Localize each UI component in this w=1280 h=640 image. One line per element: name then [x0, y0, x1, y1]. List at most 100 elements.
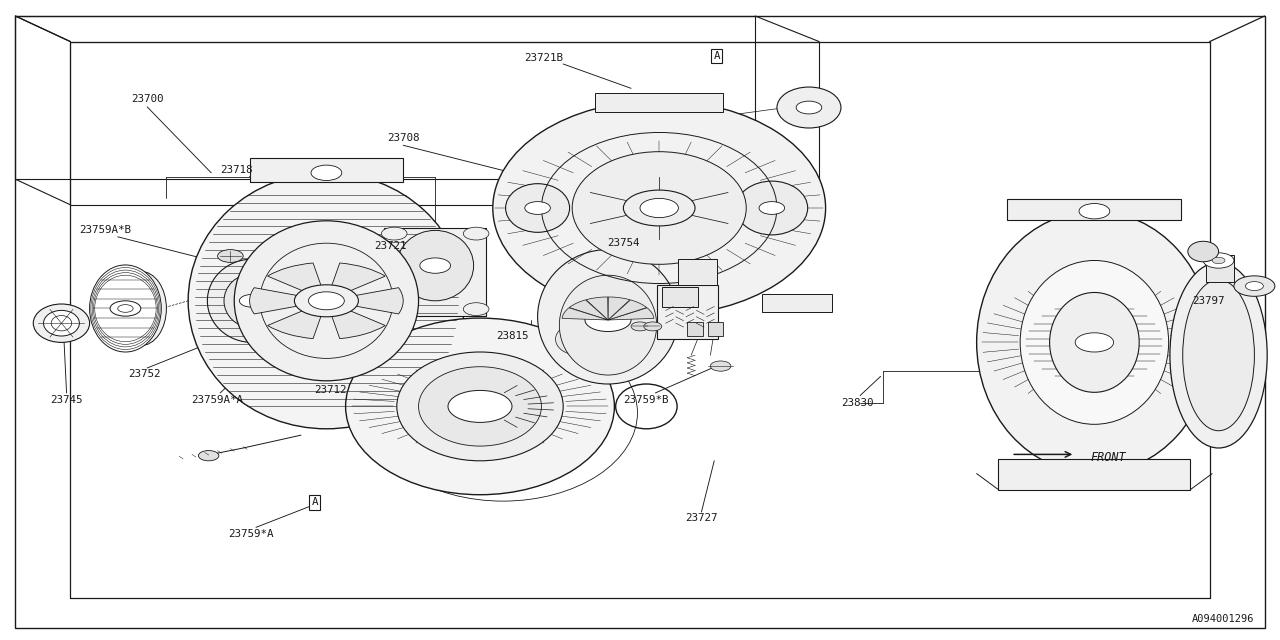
Bar	[998, 459, 1190, 490]
Text: 23721B: 23721B	[525, 52, 563, 63]
Text: A094001296: A094001296	[1192, 614, 1254, 624]
Text: 23797: 23797	[1192, 296, 1225, 306]
Circle shape	[448, 390, 512, 422]
Ellipse shape	[777, 87, 841, 128]
Text: 23745: 23745	[50, 395, 83, 405]
Text: A: A	[311, 497, 319, 508]
Bar	[403, 400, 484, 429]
Circle shape	[1075, 333, 1114, 352]
Ellipse shape	[736, 181, 808, 235]
Text: A: A	[713, 51, 721, 61]
Text: 23759A*A: 23759A*A	[192, 395, 243, 405]
Circle shape	[110, 301, 141, 316]
Circle shape	[623, 190, 695, 226]
Circle shape	[710, 361, 731, 371]
Text: FRONT: FRONT	[1091, 451, 1126, 464]
Circle shape	[218, 250, 243, 262]
Bar	[595, 93, 723, 112]
Text: 23759*A: 23759*A	[228, 529, 274, 540]
Ellipse shape	[346, 318, 614, 495]
Ellipse shape	[1020, 260, 1169, 424]
Wedge shape	[268, 263, 326, 301]
Ellipse shape	[579, 288, 625, 320]
Ellipse shape	[493, 100, 826, 316]
Ellipse shape	[562, 298, 608, 330]
Ellipse shape	[419, 367, 541, 446]
Text: 23830: 23830	[841, 398, 874, 408]
Circle shape	[644, 322, 662, 331]
Text: 23708: 23708	[387, 132, 420, 143]
Ellipse shape	[188, 173, 465, 429]
Wedge shape	[608, 300, 646, 320]
Ellipse shape	[602, 323, 648, 355]
Circle shape	[294, 285, 358, 317]
Circle shape	[525, 202, 550, 214]
Ellipse shape	[397, 352, 563, 461]
Bar	[678, 259, 717, 285]
Text: 23754: 23754	[607, 238, 640, 248]
Ellipse shape	[556, 323, 602, 355]
Circle shape	[419, 408, 444, 421]
Circle shape	[198, 451, 219, 461]
Bar	[384, 228, 486, 316]
Ellipse shape	[51, 316, 72, 331]
Bar	[250, 158, 403, 182]
Circle shape	[1234, 276, 1275, 296]
Circle shape	[759, 202, 785, 214]
Wedge shape	[268, 301, 326, 339]
Bar	[687, 322, 703, 336]
Circle shape	[640, 198, 678, 218]
Bar	[1206, 255, 1234, 282]
Ellipse shape	[90, 265, 161, 352]
Text: 23815: 23815	[495, 331, 529, 341]
Circle shape	[585, 308, 631, 332]
Bar	[657, 285, 718, 339]
Circle shape	[796, 101, 822, 114]
Ellipse shape	[44, 310, 79, 336]
Text: 23700: 23700	[131, 94, 164, 104]
Text: 23721: 23721	[374, 241, 407, 252]
Circle shape	[463, 303, 489, 316]
Circle shape	[239, 294, 265, 307]
Ellipse shape	[1188, 241, 1219, 262]
Ellipse shape	[1170, 262, 1267, 448]
Ellipse shape	[234, 221, 419, 381]
Ellipse shape	[115, 271, 166, 346]
Bar	[662, 287, 698, 307]
Circle shape	[1203, 253, 1234, 268]
Circle shape	[308, 292, 344, 310]
Wedge shape	[326, 287, 403, 314]
Ellipse shape	[977, 211, 1212, 474]
Ellipse shape	[33, 304, 90, 342]
Wedge shape	[570, 300, 608, 320]
Text: 23759A*B: 23759A*B	[79, 225, 131, 236]
Circle shape	[381, 303, 407, 316]
Wedge shape	[250, 287, 326, 314]
Bar	[708, 322, 723, 336]
Ellipse shape	[1183, 280, 1254, 431]
Circle shape	[381, 227, 407, 240]
Ellipse shape	[572, 152, 746, 264]
Circle shape	[311, 165, 342, 180]
Wedge shape	[586, 297, 608, 320]
Ellipse shape	[559, 275, 657, 375]
Ellipse shape	[397, 230, 474, 301]
Wedge shape	[326, 301, 385, 339]
Ellipse shape	[224, 274, 280, 328]
Ellipse shape	[1050, 292, 1139, 392]
Circle shape	[1212, 257, 1225, 264]
Bar	[1007, 199, 1181, 220]
Text: 23727: 23727	[685, 513, 718, 524]
Circle shape	[631, 322, 649, 331]
Circle shape	[1079, 204, 1110, 219]
Circle shape	[463, 227, 489, 240]
Wedge shape	[608, 308, 654, 320]
Text: 23752: 23752	[128, 369, 161, 380]
Text: 23712: 23712	[314, 385, 347, 396]
Ellipse shape	[207, 259, 297, 342]
Wedge shape	[608, 297, 630, 320]
Circle shape	[420, 258, 451, 273]
Text: 23718: 23718	[220, 164, 253, 175]
Wedge shape	[326, 263, 385, 301]
Circle shape	[118, 305, 133, 312]
